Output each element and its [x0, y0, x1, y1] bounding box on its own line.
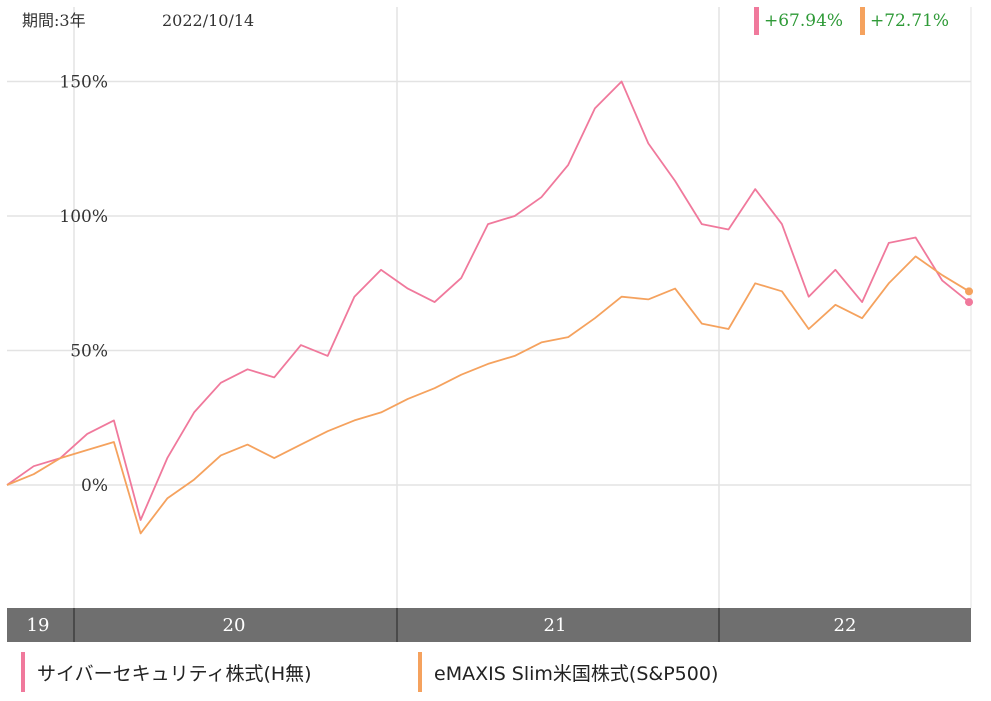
x-tick-label: 20	[223, 615, 246, 636]
series-lines	[6, 80, 973, 535]
return-value-cyber: +67.94%	[764, 11, 843, 31]
series-line-0	[6, 80, 970, 521]
x-axis-tick-labels: 19 20 21 22	[27, 608, 857, 642]
return-value-sp500: +72.71%	[870, 11, 949, 31]
series-end-point-1	[965, 287, 973, 296]
y-tick-label: 150%	[59, 73, 108, 93]
x-tick-label: 19	[27, 615, 50, 636]
legend-label-sp500: eMAXIS Slim米国株式(S&P500)	[434, 662, 719, 685]
y-tick-label: 0%	[81, 476, 108, 496]
series-line-1	[6, 255, 970, 535]
legend-color-sp500	[418, 652, 422, 692]
series-end-point-0	[965, 298, 973, 307]
legend-item-sp500: eMAXIS Slim米国株式(S&P500)	[418, 652, 718, 692]
gridlines	[7, 7, 972, 608]
date-label: 2022/10/14	[162, 11, 254, 30]
legend-label-cyber: サイバーセキュリティ株式(H無)	[37, 662, 312, 685]
x-tick-label: 22	[834, 615, 857, 636]
period-label: 期間:3年	[22, 11, 86, 30]
return-marker-sp500	[860, 7, 865, 35]
legend-color-cyber	[21, 652, 25, 692]
x-tick-label: 21	[544, 615, 567, 636]
return-marker-cyber	[754, 7, 759, 35]
y-axis-tick-labels: 150% 100% 50% 0%	[59, 73, 108, 497]
x-axis-band	[7, 608, 971, 642]
y-tick-label: 100%	[59, 207, 108, 227]
y-tick-label: 50%	[70, 342, 108, 362]
legend-item-cyber: サイバーセキュリティ株式(H無)	[21, 652, 312, 692]
plot-area	[7, 7, 971, 608]
